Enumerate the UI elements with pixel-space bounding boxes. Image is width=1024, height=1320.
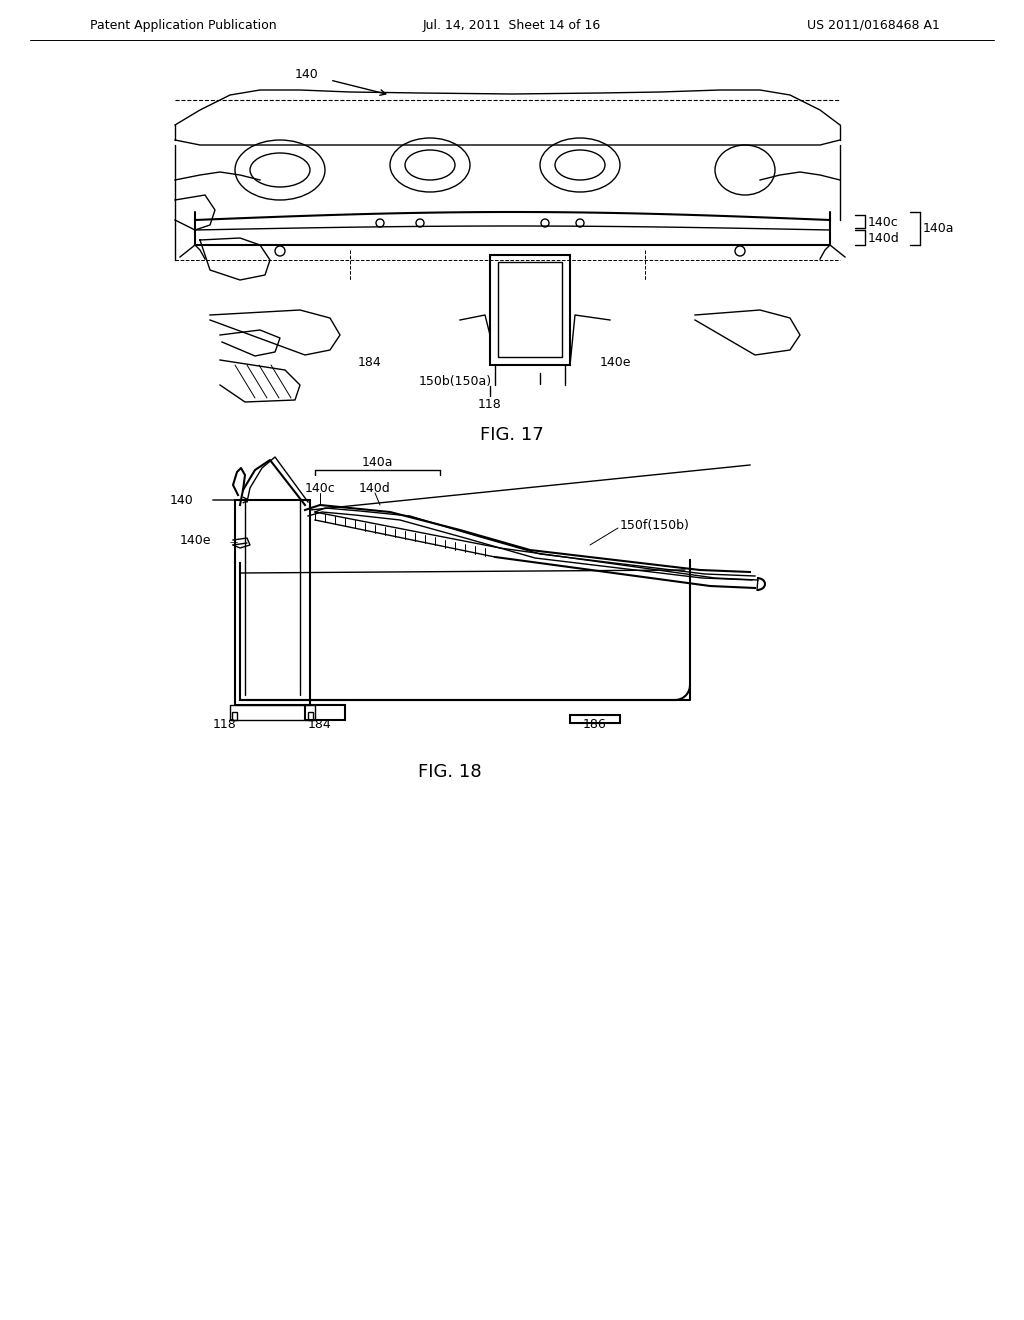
Bar [570,715,620,723]
Text: 140c: 140c [304,482,336,495]
Text: Patent Application Publication: Patent Application Publication [90,18,276,32]
Bar [232,711,237,719]
Text: 184: 184 [308,718,332,730]
Text: 140: 140 [295,69,318,82]
Text: 118: 118 [478,397,502,411]
Text: 140: 140 [170,494,194,507]
Text: 186: 186 [583,718,607,730]
Bar [234,500,310,705]
Bar [490,255,570,366]
Bar [308,711,313,719]
Bar [305,705,345,719]
Text: 184: 184 [358,355,382,368]
Text: 140e: 140e [600,355,632,368]
Text: 150f(150b): 150f(150b) [620,519,690,532]
Text: Jul. 14, 2011  Sheet 14 of 16: Jul. 14, 2011 Sheet 14 of 16 [423,18,601,32]
Text: 140d: 140d [359,482,391,495]
Text: US 2011/0168468 A1: US 2011/0168468 A1 [807,18,940,32]
Text: 140d: 140d [868,231,900,244]
Bar [498,261,562,356]
Text: FIG. 18: FIG. 18 [418,763,482,781]
Bar [230,705,315,719]
Text: 140a: 140a [361,455,393,469]
Text: 140c: 140c [868,215,899,228]
Text: 150b(150a): 150b(150a) [419,375,492,388]
Text: FIG. 17: FIG. 17 [480,426,544,444]
Text: 140a: 140a [923,223,954,235]
Text: 118: 118 [213,718,237,730]
Text: 140e: 140e [180,533,212,546]
